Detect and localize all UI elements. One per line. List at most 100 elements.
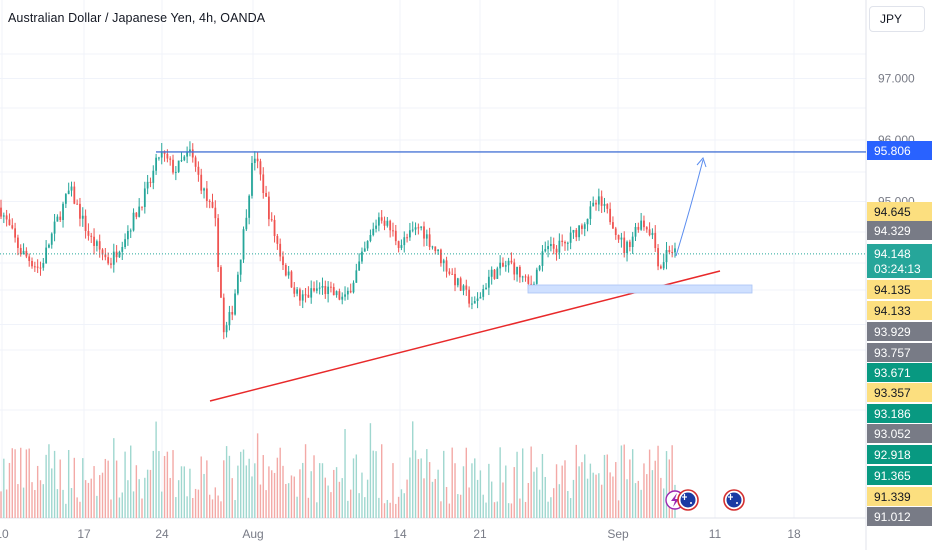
candle-body xyxy=(318,287,321,289)
volume-bar xyxy=(251,476,253,518)
volume-bar xyxy=(65,503,67,518)
volume-bar xyxy=(406,479,408,518)
candle-body xyxy=(158,157,160,159)
y-tick-label: 97.000 xyxy=(878,72,915,86)
candle-body xyxy=(473,300,476,304)
candle-body xyxy=(355,270,358,283)
volume-bar xyxy=(609,472,611,518)
candle-body xyxy=(59,216,62,221)
price-badge xyxy=(867,466,932,485)
volume-bar xyxy=(606,454,608,518)
price-badge-text: 03:24:13 xyxy=(874,262,921,276)
candle-body xyxy=(434,246,437,252)
candle-body xyxy=(564,242,566,244)
volume-bar xyxy=(321,463,324,518)
volume-bar xyxy=(333,469,335,518)
volume-bar xyxy=(271,470,273,518)
candle-body xyxy=(597,196,600,205)
candle-body xyxy=(600,196,603,206)
volume-bar xyxy=(392,463,394,518)
candle-body xyxy=(425,234,428,239)
candle-body xyxy=(14,228,16,238)
volume-bar xyxy=(42,484,44,518)
projection-arrow xyxy=(675,159,704,257)
candle-body xyxy=(648,229,651,236)
candle-body xyxy=(79,203,81,219)
candle-body xyxy=(101,249,104,255)
candle-body xyxy=(344,294,346,297)
volume-bar xyxy=(76,497,78,518)
currency-button[interactable]: JPY xyxy=(869,6,925,32)
candle-body xyxy=(330,286,332,288)
volume-bar xyxy=(318,463,321,518)
candle-body xyxy=(19,247,22,255)
volume-bar xyxy=(203,473,205,518)
candle-body xyxy=(346,290,349,295)
symbol-title: Australian Dollar / Japanese Yen, 4h, OA… xyxy=(8,11,266,25)
candle-body xyxy=(146,181,149,189)
candle-body xyxy=(369,234,372,241)
candle-body xyxy=(493,269,496,279)
candle-body xyxy=(87,230,90,236)
candle-body xyxy=(513,262,516,275)
volume-bar xyxy=(208,494,211,518)
price-badge-text: 93.757 xyxy=(874,346,911,360)
price-badge-text: 93.671 xyxy=(874,366,911,380)
volume-bar xyxy=(254,463,256,518)
candle-body xyxy=(640,220,643,230)
volume-bar xyxy=(20,447,22,518)
volume-bar xyxy=(279,447,281,518)
volume-bar xyxy=(135,465,138,518)
volume-bar xyxy=(499,447,501,518)
candle-body xyxy=(431,246,434,248)
candle-body xyxy=(186,151,189,157)
volume-bar xyxy=(96,495,98,518)
volume-bar xyxy=(25,449,28,518)
candle-body xyxy=(572,229,575,233)
volume-bar xyxy=(490,481,493,518)
volume-bar xyxy=(197,489,200,518)
flag-star xyxy=(690,502,692,504)
price-badge xyxy=(867,404,932,423)
volume-bar xyxy=(349,489,352,518)
candle-body xyxy=(538,265,541,270)
volume-bar xyxy=(615,462,617,518)
candle-body xyxy=(245,217,248,230)
candle-body xyxy=(583,224,586,229)
candle-body xyxy=(366,240,369,249)
volume-bar xyxy=(403,493,405,518)
volume-bar xyxy=(381,444,383,518)
candle-body xyxy=(70,186,73,191)
volume-bar xyxy=(223,460,225,518)
candle-body xyxy=(406,237,408,239)
volume-bar xyxy=(589,463,592,518)
price-badge-text: 94.645 xyxy=(874,205,911,219)
price-badge xyxy=(867,487,932,506)
volume-bar xyxy=(299,469,301,518)
candle-body xyxy=(558,240,561,253)
candles-group xyxy=(0,141,676,340)
candle-body xyxy=(208,200,211,203)
candle-body xyxy=(225,325,228,333)
volume-bar xyxy=(445,486,448,518)
volume-bar xyxy=(324,477,326,518)
volume-bar xyxy=(115,460,118,518)
volume-bar xyxy=(383,503,386,518)
volume-bar xyxy=(84,480,87,518)
volume-bar xyxy=(327,485,329,518)
volume-bar xyxy=(237,465,239,518)
volume-bar xyxy=(217,495,219,518)
price-badge xyxy=(867,259,932,278)
volume-bar xyxy=(158,451,160,518)
volume-bar xyxy=(79,501,81,518)
x-tick-label: 11 xyxy=(709,527,722,541)
volume-bar xyxy=(437,469,439,518)
candle-body xyxy=(671,251,674,253)
volume-bar xyxy=(338,481,341,518)
volume-bar xyxy=(34,490,36,518)
candle-body xyxy=(73,186,76,204)
volume-bar xyxy=(358,493,360,518)
candle-body xyxy=(487,276,490,288)
volume-bar xyxy=(654,460,656,518)
